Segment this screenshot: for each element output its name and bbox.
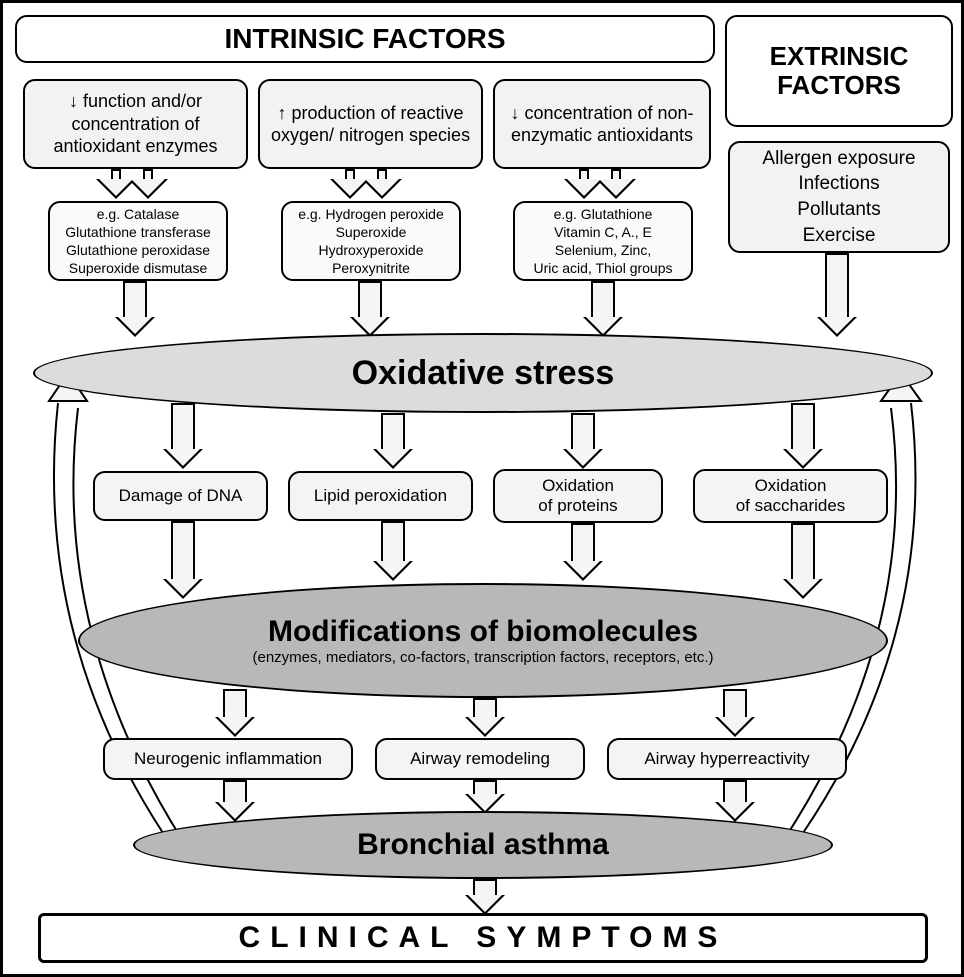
arrow-icon: [579, 169, 589, 183]
arrow-icon: [473, 698, 497, 721]
modifications-ellipse: Modifications of biomolecules (enzymes, …: [78, 583, 888, 698]
arrow-icon: [825, 253, 849, 321]
intrinsic-sub-ros: ↑ production of reactive oxygen/ nitroge…: [258, 79, 483, 169]
modifications-sublabel: (enzymes, mediators, co-factors, transcr…: [253, 649, 714, 666]
bronchial-asthma-label: Bronchial asthma: [357, 828, 609, 862]
bronchial-asthma-ellipse: Bronchial asthma: [133, 811, 833, 879]
oxidative-stress-ellipse: Oxidative stress: [33, 333, 933, 413]
intrinsic-sub-antiox: ↓ concentration of non-enzymatic antioxi…: [493, 79, 711, 169]
arrow-icon: [723, 780, 747, 806]
airway-remodeling: Airway remodeling: [375, 738, 585, 780]
arrow-icon: [358, 281, 382, 321]
modifications-label: Modifications of biomolecules: [268, 615, 698, 649]
arrow-icon: [171, 521, 195, 583]
examples-enzymes: e.g. Catalase Glutathione transferase Gl…: [48, 201, 228, 281]
damage-dna: Damage of DNA: [93, 471, 268, 521]
extrinsic-list: Allergen exposure Infections Pollutants …: [728, 141, 950, 253]
arrow-icon: [123, 281, 147, 321]
intrinsic-sub-enzymes: ↓ function and/or concentration of antio…: [23, 79, 248, 169]
arrow-icon: [571, 523, 595, 565]
arrow-icon: [223, 689, 247, 721]
arrow-icon: [571, 413, 595, 453]
examples-antiox: e.g. Glutathione Vitamin C, A., E Seleni…: [513, 201, 693, 281]
clinical-symptoms: CLINICAL SYMPTOMS: [38, 913, 928, 963]
arrow-icon: [791, 403, 815, 453]
arrow-icon: [171, 403, 195, 453]
intrinsic-header: INTRINSIC FACTORS: [15, 15, 715, 63]
arrow-icon: [723, 689, 747, 721]
oxidative-stress-label: Oxidative stress: [352, 354, 615, 393]
arrow-icon: [111, 169, 121, 183]
airway-hyperreactivity: Airway hyperreactivity: [607, 738, 847, 780]
arrow-icon: [591, 281, 615, 321]
arrow-icon: [345, 169, 355, 183]
arrow-icon: [473, 780, 497, 798]
arrow-icon: [381, 413, 405, 453]
oxidation-proteins: Oxidation of proteins: [493, 469, 663, 523]
diagram-canvas: INTRINSIC FACTORS EXTRINSIC FACTORS ↓ fu…: [0, 0, 964, 977]
arrow-icon: [381, 521, 405, 565]
arrow-icon: [473, 879, 497, 899]
oxidation-saccharides: Oxidation of saccharides: [693, 469, 888, 523]
extrinsic-header: EXTRINSIC FACTORS: [725, 15, 953, 127]
examples-ros: e.g. Hydrogen peroxide Superoxide Hydrox…: [281, 201, 461, 281]
arrow-icon: [377, 169, 387, 183]
arrow-icon: [791, 523, 815, 583]
lipid-peroxidation: Lipid peroxidation: [288, 471, 473, 521]
arrow-icon: [611, 169, 621, 183]
arrow-icon: [143, 169, 153, 183]
neurogenic-inflammation: Neurogenic inflammation: [103, 738, 353, 780]
arrow-icon: [223, 780, 247, 806]
